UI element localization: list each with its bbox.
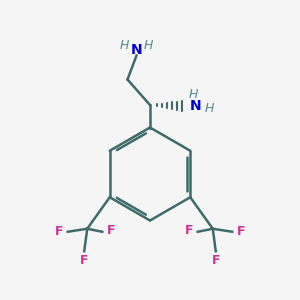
Text: H: H [120,38,129,52]
Text: F: F [55,225,63,238]
Text: F: F [107,224,116,237]
Text: N: N [131,43,142,57]
Text: F: F [184,224,193,237]
Text: H: H [205,102,214,116]
Text: H: H [188,88,198,101]
Text: F: F [212,254,220,267]
Text: F: F [80,254,88,267]
Text: F: F [237,225,245,238]
Text: N: N [190,99,202,113]
Text: H: H [144,38,153,52]
